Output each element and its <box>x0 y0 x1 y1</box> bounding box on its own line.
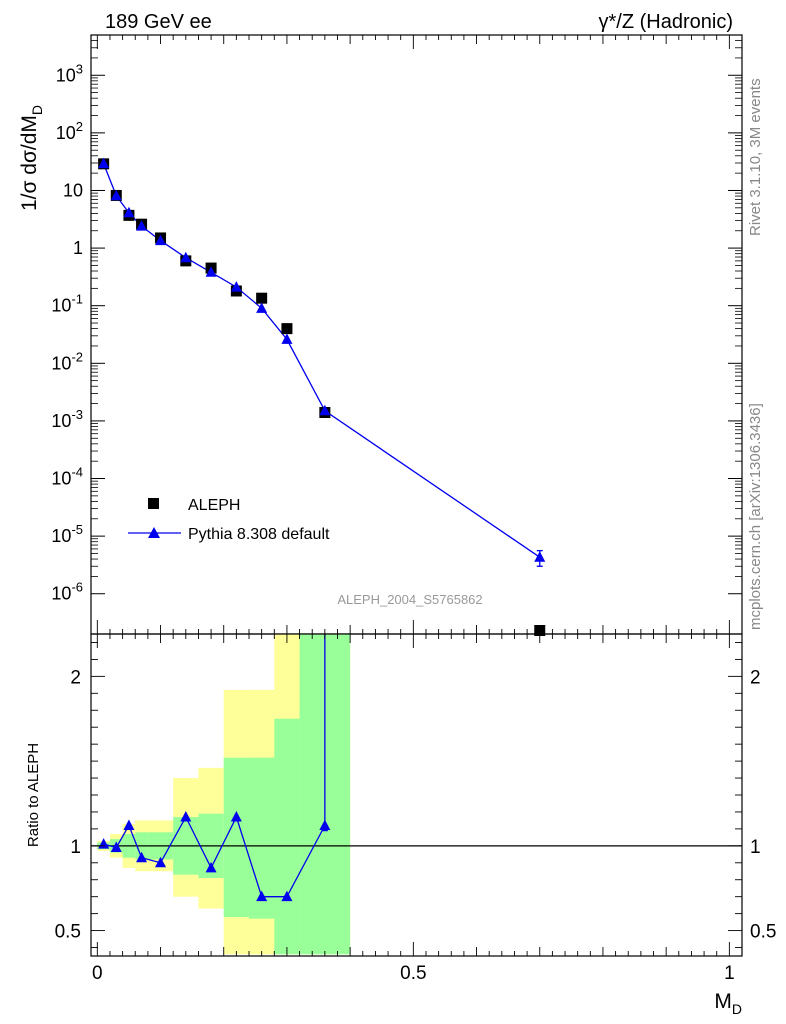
mc-point <box>534 551 546 562</box>
header-left-title: 189 GeV ee <box>105 11 212 33</box>
rivet-version-label: Rivet 3.1.10, 3M events <box>747 78 764 236</box>
ratio-point <box>230 811 242 822</box>
ratio-panel: 0.5 0.51 12 2 0 0.5 1 <box>55 633 777 984</box>
ratio-uncertainty-bands <box>97 634 351 955</box>
legend: ALEPH Pythia 8.308 default <box>128 497 330 543</box>
main-y-tick-label: 10-5 <box>51 522 83 546</box>
main-y-tick-base: 10 <box>51 296 71 316</box>
ratio-point <box>110 841 122 853</box>
mc-point <box>319 404 331 416</box>
x-tick-label: 0 <box>92 963 103 984</box>
ratio-y-tick-labels: 0.5 0.5 1 1 2 2 <box>55 667 777 942</box>
x-axis-title-main: M <box>714 990 732 1013</box>
ratio-point <box>180 811 192 822</box>
main-y-tick-base: 10 <box>51 584 71 604</box>
main-y-tick-label: 10 <box>63 180 83 200</box>
mc-point <box>110 189 122 201</box>
main-y-tick-exponent: -2 <box>71 349 83 364</box>
header-right-title: γ*/Z (Hadronic) <box>599 11 733 33</box>
main-y-tick-base: 10 <box>56 123 76 143</box>
main-y-tick-label: 10-3 <box>51 407 83 431</box>
mc-point <box>180 251 192 263</box>
legend-mc-label: Pythia 8.308 default <box>188 526 330 543</box>
mc-point <box>281 333 293 344</box>
main-y-tick-exponent: -6 <box>71 580 83 595</box>
mc-data-points <box>98 157 546 562</box>
ratio-y-tick-label-right: 1 <box>750 837 761 858</box>
main-y-tick-exponent: 2 <box>76 119 83 134</box>
x-tick-label: 1 <box>724 963 735 984</box>
ratio-y-axis-title: Ratio to ALEPH <box>25 743 42 847</box>
main-y-tick-label: 10-1 <box>51 292 83 316</box>
main-y-tick-label: 102 <box>56 119 83 143</box>
main-y-tick-base: 10 <box>51 526 71 546</box>
mc-point <box>123 206 135 218</box>
mc-series-line <box>102 163 541 558</box>
ratio-point <box>281 890 293 902</box>
main-y-tick-exponent: 3 <box>76 61 83 76</box>
aleph-point <box>281 323 293 335</box>
ratio-y-tick-label-right: 0.5 <box>750 922 776 943</box>
main-y-tick-base: 10 <box>56 65 76 85</box>
ratio-point <box>256 890 268 902</box>
mc-point <box>230 281 242 292</box>
main-y-tick-exponent: -1 <box>71 292 83 307</box>
mc-point <box>155 234 167 246</box>
main-y-tick-label: 103 <box>56 61 83 85</box>
main-y-axis-title-main: 1/σ dσ/dM <box>18 115 41 211</box>
main-y-tick-exponent: -3 <box>71 407 83 422</box>
ratio-y-tick-label: 0.5 <box>55 922 81 943</box>
ratio-point <box>123 819 135 831</box>
x-tick-labels: 0 0.5 1 <box>92 963 735 984</box>
ratio-points <box>98 811 331 902</box>
aleph-point <box>534 625 546 637</box>
main-y-tick-label: 10-2 <box>51 349 83 373</box>
main-y-axis-title-sub: D <box>29 105 45 115</box>
main-y-tick-exponent: -5 <box>71 522 83 537</box>
x-tick-label: 0.5 <box>400 963 426 984</box>
main-y-axis-title: 1/σ dσ/dMD <box>18 105 45 211</box>
main-y-tick-base: 10 <box>51 353 71 373</box>
mc-point <box>136 220 148 231</box>
mc-point <box>256 302 268 313</box>
ratio-y-tick-label-right: 2 <box>750 667 761 688</box>
ratio-y-tick-label: 1 <box>70 837 81 858</box>
main-y-tick-base: 10 <box>51 411 71 431</box>
main-y-tick-label: 1 <box>73 238 83 258</box>
ratio-band-inner <box>274 718 300 955</box>
aleph-data-points <box>98 158 546 637</box>
x-axis-title: MD <box>714 990 742 1017</box>
ratio-point <box>136 851 148 863</box>
main-y-tick-exponent: -4 <box>71 465 83 480</box>
ratio-frame <box>90 633 743 957</box>
aleph-point <box>256 292 268 304</box>
ratio-point <box>155 856 167 868</box>
mc-point <box>205 266 217 277</box>
main-y-tick-label: 10-4 <box>51 465 83 489</box>
main-y-tick-base: 10 <box>63 180 83 200</box>
legend-mc-marker <box>148 527 160 538</box>
ratio-y-tick-label: 2 <box>70 667 81 688</box>
analysis-watermark: ALEPH_2004_S5765862 <box>337 592 482 607</box>
x-axis-title-sub: D <box>732 1001 742 1017</box>
main-frame <box>90 34 743 635</box>
mcplots-label: mcplots.cern.ch [arXiv:1306.3436] <box>747 403 764 630</box>
legend-aleph-marker <box>148 498 159 509</box>
legend-aleph-label: ALEPH <box>188 497 240 514</box>
main-y-tick-base: 10 <box>51 469 71 489</box>
mc-point <box>98 157 110 169</box>
main-y-tick-base: 1 <box>73 238 83 258</box>
main-y-tick-label: 10-6 <box>51 580 83 604</box>
ratio-point <box>319 819 331 831</box>
ratio-point <box>205 861 217 873</box>
